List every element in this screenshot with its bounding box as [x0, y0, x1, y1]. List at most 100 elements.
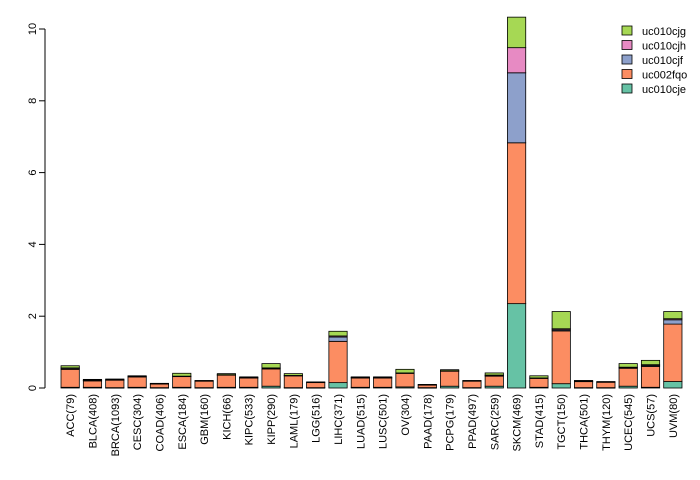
bar-uc010cjg-UCEC(545): [618, 363, 638, 368]
bar-uc010cjg-TGCT(150): [551, 311, 571, 330]
bar-uc010cjg-LGG(516): [306, 381, 326, 384]
y-axis: 0 2 4 6 8 10: [27, 23, 46, 391]
bar-uc002fqo-STAD(415): [529, 377, 549, 388]
x-tick-label: STAD(415): [534, 394, 546, 448]
bar-uc010cjg-SKCM(469): [507, 16, 527, 49]
bar-uc002fqo-UCEC(545): [618, 367, 638, 387]
x-tick-label: UCEC(545): [623, 394, 635, 451]
bar-uc010cje-UVM(80): [663, 381, 683, 389]
bar-uc010cjg-LAML(179): [283, 373, 303, 376]
bar-uc010cjg-BLCA(408): [82, 378, 103, 381]
x-tick-label: THYM(120): [601, 394, 613, 451]
x-tick-label: UVM(80): [668, 394, 680, 438]
bar-uc002fqo-KICH(66): [216, 374, 236, 388]
legend-swatch-uc010cjg: [621, 25, 633, 36]
legend: uc010cjg uc010cjh uc010cjf uc002fqo uc010cje: [621, 25, 687, 96]
bar-uc010cjf-SKCM(469): [507, 72, 527, 144]
x-tick-label: LUAD(515): [355, 394, 367, 449]
bar-uc002fqo-THCA(501): [574, 381, 594, 389]
legend-label-uc010cjf: uc010cjf: [642, 55, 684, 67]
bar-uc002fqo-OV(304): [395, 372, 415, 388]
bar-uc010cjg-GBM(160): [194, 380, 214, 382]
bar-uc010cjg-PPAD(497): [462, 380, 482, 382]
bar-uc002fqo-UCS(57): [640, 366, 661, 388]
bar-uc002fqo-COAD(406): [149, 383, 169, 389]
legend-swatch-uc010cjf: [621, 54, 633, 65]
x-tick-label: CESC(304): [132, 394, 144, 450]
x-tick-label: TGCT(150): [556, 394, 568, 450]
legend-label-uc010cjg: uc010cjg: [642, 26, 686, 38]
x-tick-label: GBM(160): [199, 394, 211, 445]
bar-uc010cjg-PAAD(178): [417, 384, 437, 386]
bar-uc010cjg-KIPP(290): [261, 363, 281, 369]
bar-uc010cjg-THCA(501): [574, 380, 594, 382]
x-tick-label: BLCA(408): [87, 394, 99, 448]
x-tick-label: ESCA(184): [177, 394, 189, 450]
y-tick-label: 0: [27, 385, 39, 391]
x-tick-label: SARC(259): [489, 394, 501, 450]
bar-uc010cjg-LUAD(515): [350, 376, 370, 378]
bar-uc010cjh-SKCM(469): [507, 47, 527, 74]
bar-uc002fqo-BLCA(408): [82, 380, 103, 388]
bar-uc010cjg-LIHC(371): [328, 330, 348, 337]
x-tick-label: COAD(406): [154, 394, 166, 451]
bar-uc002fqo-PCPG(179): [440, 370, 460, 387]
bar-uc002fqo-SKCM(469): [507, 142, 527, 305]
bar-uc010cjg-PCPG(179): [440, 369, 460, 372]
bars-group: [60, 16, 683, 389]
bar-uc010cje-SKCM(469): [507, 303, 527, 389]
bar-uc010cjg-STAD(415): [529, 375, 549, 379]
bar-uc010cjg-UVM(80): [663, 311, 683, 320]
bar-uc002fqo-KIPP(290): [261, 368, 281, 387]
bar-uc002fqo-SARC(259): [484, 375, 504, 387]
y-tick-label: 6: [27, 170, 39, 176]
y-tick-label: 2: [27, 313, 39, 319]
bar-uc002fqo-GBM(160): [194, 380, 214, 389]
bar-uc002fqo-THYM(120): [596, 381, 616, 389]
bar-uc002fqo-LGG(516): [306, 382, 326, 389]
bar-uc010cje-LIHC(371): [328, 382, 348, 389]
bar-uc002fqo-ESCA(184): [172, 376, 192, 388]
x-tick-label: OV(304): [400, 394, 412, 436]
bar-uc010cjg-ACC(79): [60, 365, 80, 369]
bar-uc010cje-TGCT(150): [551, 383, 571, 389]
x-tick-label: LUSC(501): [378, 394, 390, 449]
x-tick-label: UCS(57): [646, 394, 658, 437]
legend-label-uc002fqo: uc002fqo: [642, 70, 687, 82]
bar-uc002fqo-UVM(80): [663, 323, 683, 382]
legend-label-uc010cjh: uc010cjh: [642, 41, 686, 53]
x-tick-label: LAML(179): [288, 394, 300, 448]
x-tick-label: KIPP(290): [266, 394, 278, 445]
bar-uc010cjg-KICH(66): [216, 373, 236, 376]
legend-swatch-uc010cjh: [621, 40, 633, 50]
bar-uc002fqo-LAML(179): [283, 375, 303, 389]
bar-uc010cjg-COAD(406): [149, 382, 169, 385]
x-tick-label: THCA(501): [579, 394, 591, 450]
bar-uc010cjg-LUSC(501): [373, 376, 393, 378]
bar-uc010cjg-UCS(57): [640, 359, 661, 366]
x-tick-label: PPAD(497): [467, 394, 479, 449]
x-tick-label: PAAD(178): [422, 394, 434, 449]
x-tick-label: BRCA(1093): [110, 394, 122, 456]
bar-uc002fqo-KIPC(533): [239, 377, 259, 388]
bar-uc010cjg-CESC(304): [127, 375, 147, 377]
bar-uc002fqo-LUAD(515): [350, 377, 370, 388]
x-tick-label: LIHC(371): [333, 394, 345, 445]
bar-uc002fqo-LUSC(501): [373, 377, 393, 388]
legend-swatch-uc010cje: [621, 83, 633, 94]
bar-uc002fqo-PPAD(497): [462, 380, 482, 389]
bar-uc010cjg-BRCA(1093): [105, 378, 125, 381]
bar-uc010cjg-SARC(259): [484, 372, 504, 376]
bar-uc002fqo-CESC(304): [127, 376, 147, 388]
bar-uc002fqo-TGCT(150): [551, 330, 571, 385]
x-tick-label: KIPC(533): [244, 394, 256, 445]
bar-uc010cjg-KIPC(533): [239, 376, 259, 378]
x-tick-label: KICH(66): [221, 394, 233, 440]
legend-swatch-uc002fqo: [621, 69, 633, 79]
x-tick-labels: ACC(79) BLCA(408) BRCA(1093) CESC(304) COAD(…: [65, 394, 680, 456]
bar-uc002fqo-LIHC(371): [328, 340, 348, 384]
bar-uc010cjg-ESCA(184): [172, 372, 192, 377]
bar-uc010cjg-THYM(120): [596, 381, 616, 383]
y-tick-label: 8: [27, 98, 39, 104]
